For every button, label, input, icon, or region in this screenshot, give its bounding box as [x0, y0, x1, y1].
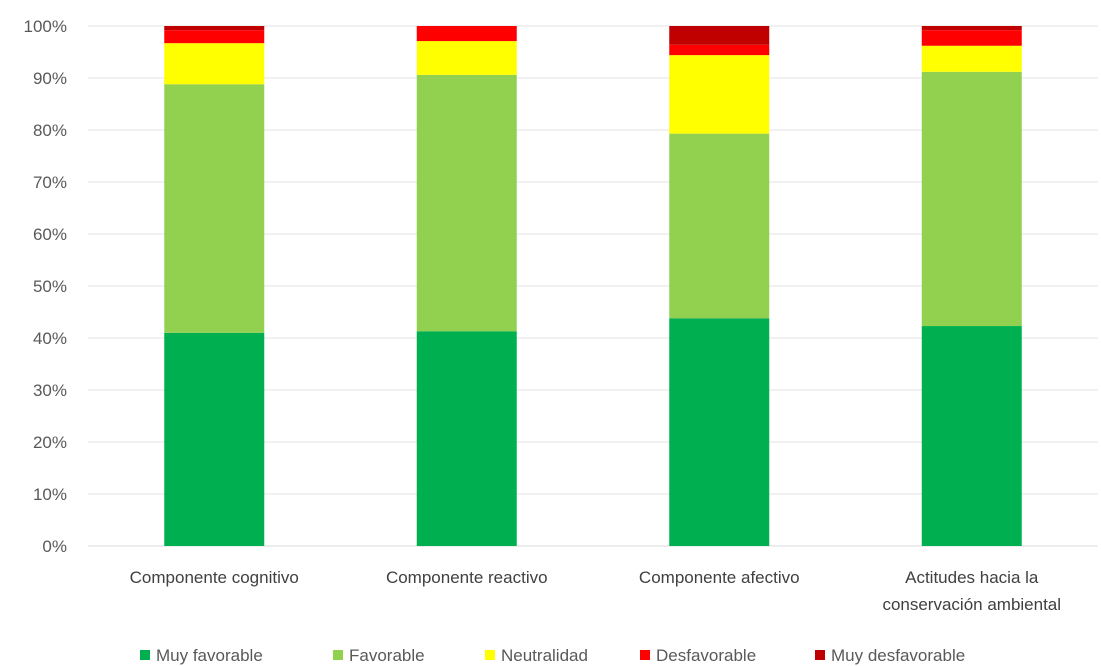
y-tick-label: 10%	[33, 485, 67, 504]
x-axis: Componente cognitivo Componente reactivo C…	[130, 568, 1061, 614]
y-tick-label: 50%	[33, 277, 67, 296]
bar-segment	[416, 41, 517, 75]
bar-segment	[669, 44, 770, 56]
bar-segment	[164, 26, 265, 31]
bar-segment	[416, 26, 517, 42]
bar-segment	[921, 30, 1022, 46]
bar-segment	[164, 43, 265, 85]
legend-swatch	[485, 650, 495, 660]
y-tick-label: 80%	[33, 121, 67, 140]
bar-segment	[416, 331, 517, 546]
legend-label: Muy desfavorable	[831, 646, 965, 665]
bar-segment	[669, 318, 770, 546]
legend: Muy favorable Favorable Neutralidad Desfavo…	[140, 646, 965, 665]
bars	[164, 26, 1022, 546]
bar-segment	[669, 55, 770, 134]
bar-segment	[669, 133, 770, 319]
x-category-label: Actitudes hacia la	[905, 568, 1039, 587]
bar-segment	[921, 326, 1022, 546]
legend-swatch	[815, 650, 825, 660]
legend-swatch	[640, 650, 650, 660]
x-category-label: Componente reactivo	[386, 568, 548, 587]
x-category-label: Componente cognitivo	[130, 568, 299, 587]
bar-segment	[921, 45, 1022, 72]
bar-segment	[669, 26, 770, 45]
y-tick-label: 40%	[33, 329, 67, 348]
y-tick-label: 100%	[24, 17, 67, 36]
bar-segment	[921, 71, 1022, 327]
bar-segment	[164, 84, 265, 333]
bar-segment	[164, 332, 265, 546]
legend-label: Desfavorable	[656, 646, 756, 665]
y-tick-label: 60%	[33, 225, 67, 244]
y-tick-label: 70%	[33, 173, 67, 192]
legend-label: Neutralidad	[501, 646, 588, 665]
y-tick-label: 30%	[33, 381, 67, 400]
x-category-label: Componente afectivo	[639, 568, 800, 587]
y-tick-label: 0%	[42, 537, 67, 556]
bar-segment	[921, 26, 1022, 31]
legend-label: Muy favorable	[156, 646, 263, 665]
bar-segment	[164, 30, 265, 44]
y-tick-label: 20%	[33, 433, 67, 452]
legend-label: Favorable	[349, 646, 425, 665]
x-category-label: conservación ambiental	[882, 595, 1061, 614]
y-tick-label: 90%	[33, 69, 67, 88]
legend-swatch	[333, 650, 343, 660]
bar-segment	[416, 74, 517, 332]
legend-swatch	[140, 650, 150, 660]
y-axis: 0% 10% 20% 30% 40% 50% 60% 70% 80% 90% 100%	[24, 17, 67, 556]
